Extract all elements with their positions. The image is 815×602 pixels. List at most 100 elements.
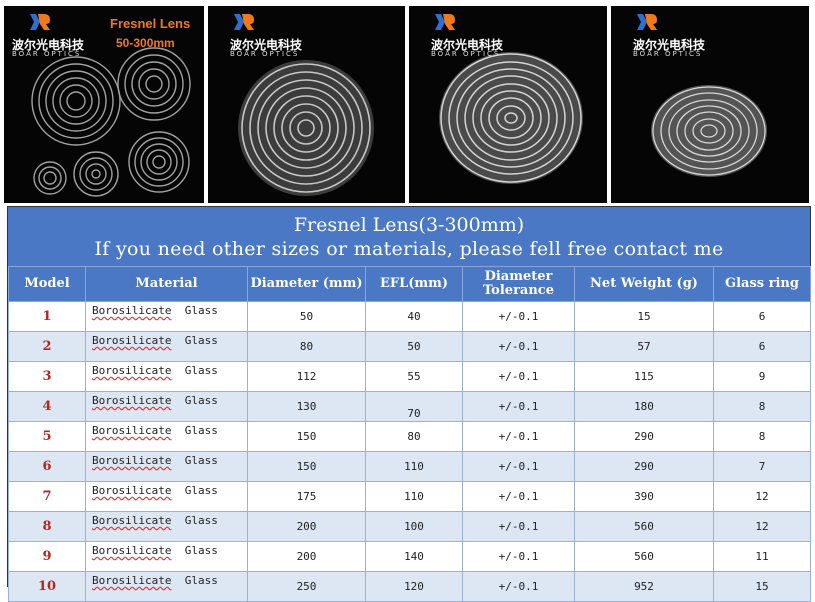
material-type: Glass: [184, 484, 218, 497]
table-row: 10 Borosilicate Glass 250 120 +/-0.1 952…: [8, 571, 811, 602]
cell-weight: 290: [574, 451, 714, 482]
table-title: Fresnel Lens(3-300mm): [293, 214, 525, 236]
table-row: 7 Borosilicate Glass 175 110 +/-0.1 390 …: [8, 481, 811, 512]
cell-efl: 110: [365, 481, 463, 512]
material-type: Glass: [184, 454, 218, 467]
material-name: Borosilicate: [92, 304, 172, 317]
cell-material: Borosilicate Glass: [85, 541, 248, 572]
table-banner: Fresnel Lens(3-300mm) If you need other …: [8, 207, 810, 266]
cell-material: Borosilicate Glass: [85, 511, 248, 542]
cell-model: 6: [8, 451, 86, 482]
cell-material: Borosilicate Glass: [85, 301, 248, 332]
table-row: 8 Borosilicate Glass 200 100 +/-0.1 560 …: [8, 511, 811, 542]
header-model: Model: [8, 266, 86, 302]
cell-model: 4: [8, 391, 86, 422]
cell-material: Borosilicate Glass: [85, 361, 248, 392]
cell-ring: 6: [713, 301, 811, 332]
cell-material: Borosilicate Glass: [85, 451, 248, 482]
lens-set-image: [31, 47, 191, 197]
cell-efl: 120: [365, 571, 463, 602]
material-name: Borosilicate: [92, 544, 172, 557]
cell-model: 7: [8, 481, 86, 512]
cell-model: 8: [8, 511, 86, 542]
cell-tolerance: +/-0.1: [462, 301, 575, 332]
cell-weight: 57: [574, 331, 714, 362]
cell-weight: 560: [574, 541, 714, 572]
material-type: Glass: [184, 334, 218, 347]
cell-weight: 390: [574, 481, 714, 512]
brand-name-en: BOAR OPTICS: [230, 50, 300, 58]
cell-weight: 560: [574, 511, 714, 542]
cell-ring: 7: [713, 451, 811, 482]
brand-mark-icon: [30, 14, 50, 30]
cell-tolerance: +/-0.1: [462, 331, 575, 362]
cell-tolerance: +/-0.1: [462, 481, 575, 512]
table-row: 3 Borosilicate Glass 112 55 +/-0.1 115 9: [8, 361, 811, 392]
cell-ring: 12: [713, 511, 811, 542]
material-name: Borosilicate: [92, 454, 172, 467]
cell-model: 2: [8, 331, 86, 362]
cell-diameter: 112: [247, 361, 366, 392]
cell-efl: 70: [365, 391, 463, 422]
brand-name-cn: 波尔光电科技: [633, 38, 706, 52]
cell-efl: 110: [365, 451, 463, 482]
cell-diameter: 130: [247, 391, 366, 422]
table-row: 2 Borosilicate Glass 80 50 +/-0.1 57 6: [8, 331, 811, 362]
cell-weight: 952: [574, 571, 714, 602]
cell-tolerance: +/-0.1: [462, 361, 575, 392]
cell-efl: 50: [365, 331, 463, 362]
brand-name-cn: 波尔光电科技: [230, 38, 303, 52]
material-name: Borosilicate: [92, 334, 172, 347]
photo-strip: 波尔光电科技 BOAR OPTICS Fresnel Lens 50-300mm…: [0, 0, 815, 203]
spec-table: Model Material Diameter (mm) EFL(mm) Dia…: [8, 266, 811, 602]
brand-logo: 波尔光电科技 BOAR OPTICS: [230, 12, 302, 58]
header-diameter: Diameter (mm): [247, 266, 366, 302]
cell-ring: 12: [713, 481, 811, 512]
cell-efl: 80: [365, 421, 463, 452]
brand-logo: 波尔光电科技 BOAR OPTICS: [12, 12, 84, 58]
material-type: Glass: [184, 304, 218, 317]
material-name: Borosilicate: [92, 424, 172, 437]
cell-efl: 140: [365, 541, 463, 572]
header-weight: Net Weight (g): [574, 266, 714, 302]
cell-diameter: 150: [247, 451, 366, 482]
cell-material: Borosilicate Glass: [85, 391, 248, 422]
cell-ring: 15: [713, 571, 811, 602]
cell-material: Borosilicate Glass: [85, 421, 248, 452]
brand-name-cn: 波尔光电科技: [12, 38, 85, 52]
header-tolerance: Diameter Tolerance: [462, 266, 575, 302]
cell-diameter: 175: [247, 481, 366, 512]
material-name: Borosilicate: [92, 514, 172, 527]
cell-weight: 15: [574, 301, 714, 332]
cell-efl: 100: [365, 511, 463, 542]
header-material: Material: [85, 266, 248, 302]
material-type: Glass: [184, 394, 218, 407]
material-name: Borosilicate: [92, 364, 172, 377]
cell-tolerance: +/-0.1: [462, 391, 575, 422]
cell-diameter: 80: [247, 331, 366, 362]
material-type: Glass: [184, 424, 218, 437]
photo-lens-flat: 波尔光电科技 BOAR OPTICS: [611, 6, 809, 203]
cell-diameter: 50: [247, 301, 366, 332]
cell-model: 3: [8, 361, 86, 392]
header-tolerance-line2: Tolerance: [483, 283, 554, 298]
material-name: Borosilicate: [92, 574, 172, 587]
brand-mark-icon: [637, 14, 657, 30]
table-header-row: Model Material Diameter (mm) EFL(mm) Dia…: [8, 266, 811, 302]
cell-model: 10: [8, 571, 86, 602]
brand-logo: 波尔光电科技 BOAR OPTICS: [633, 12, 705, 58]
table-row: 1 Borosilicate Glass 50 40 +/-0.1 15 6: [8, 301, 811, 332]
cell-tolerance: +/-0.1: [462, 451, 575, 482]
cell-diameter: 150: [247, 421, 366, 452]
table-subtitle: If you need other sizes or materials, pl…: [94, 238, 724, 260]
photo-lens-angled: 波尔光电科技 BOAR OPTICS: [409, 6, 607, 203]
cell-model: 5: [8, 421, 86, 452]
header-efl: EFL(mm): [365, 266, 463, 302]
material-type: Glass: [184, 574, 218, 587]
cell-ring: 9: [713, 361, 811, 392]
cell-diameter: 200: [247, 511, 366, 542]
cell-ring: 8: [713, 421, 811, 452]
cell-ring: 8: [713, 391, 811, 422]
cell-tolerance: +/-0.1: [462, 571, 575, 602]
spec-table-container: Fresnel Lens(3-300mm) If you need other …: [7, 206, 811, 602]
